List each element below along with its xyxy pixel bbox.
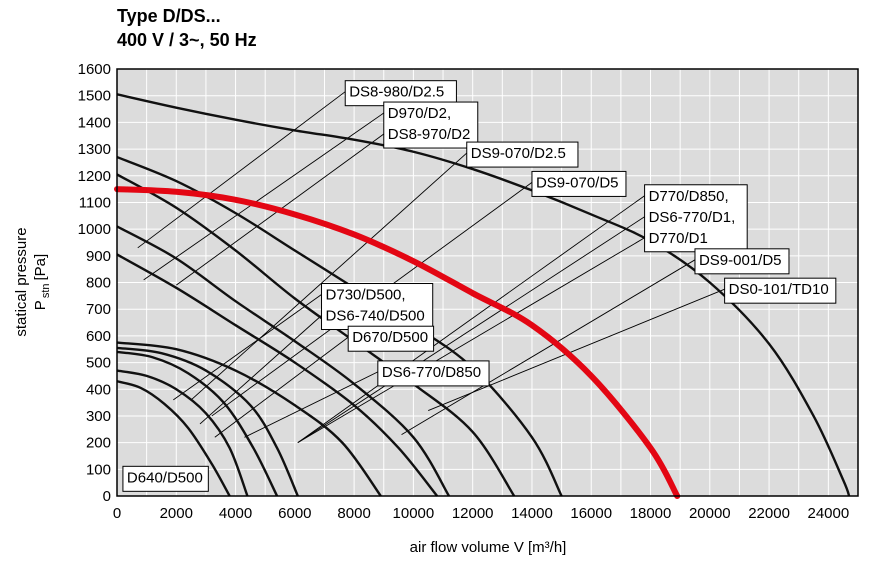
y-tick-label: 1500 [78, 88, 111, 105]
curve-label-box [122, 465, 209, 492]
curve-label-box [377, 360, 490, 387]
curve-label: D770/D1 [649, 230, 708, 247]
y-tick-label: 800 [86, 275, 111, 292]
curve-label: D670/D500 [352, 329, 428, 346]
label-leader-line [297, 195, 645, 443]
x-tick-label: 18000 [630, 505, 672, 522]
curve-label-box [347, 325, 435, 352]
curve-label-box [383, 101, 479, 149]
y-axis-ticks: 0 100 200 300 400 500 600 700 800 900 1000 1100 1200… [78, 61, 111, 505]
x-axis-label: air flow volume V [m³/h] [410, 539, 567, 556]
label-leader-line [137, 91, 346, 249]
curve-d770-d850 [116, 225, 450, 497]
curve-label: D640/D500 [127, 469, 203, 486]
y-axis-symbol-label: Pstn[Pa] [32, 254, 52, 310]
curve-highlight-d970-d2 [114, 186, 681, 499]
curve-label-box [321, 283, 434, 331]
x-tick-label: 20000 [689, 505, 731, 522]
y-axis-label: statical pressure [13, 227, 30, 336]
y-tick-label: 1100 [79, 194, 111, 211]
curve-label: D970/D2, [388, 105, 451, 122]
y-tick-label: 700 [86, 301, 111, 318]
label-leader-line [297, 237, 645, 444]
curve-label: DS8-970/D2 [388, 126, 471, 143]
curve-d670-d500 [116, 350, 279, 497]
plot-frame [116, 68, 859, 497]
curve-ds8-980-d2-5 [116, 93, 851, 497]
chart-title: Type D/DS... [117, 6, 221, 26]
label-leader-line [428, 288, 725, 412]
x-tick-label: 24000 [808, 505, 850, 522]
y-tick-label: 100 [86, 461, 111, 478]
x-tick-label: 6000 [278, 505, 311, 522]
label-leader-line [401, 259, 696, 436]
curve-label-box [644, 184, 748, 253]
x-tick-label: 22000 [748, 505, 790, 522]
y-tick-label: 1300 [78, 141, 111, 158]
curve-d770-d1 [116, 253, 439, 497]
label-leader-line [173, 294, 322, 401]
curve-label: DS8-980/D2.5 [349, 84, 444, 101]
x-tick-label: 14000 [511, 505, 553, 522]
label-leader-line [199, 315, 322, 425]
curve-label-box [531, 170, 627, 197]
y-tick-label: 600 [86, 328, 111, 345]
curve-label: D770/D850, [649, 188, 729, 205]
chart-title-block: Type D/DS... 400 V / 3~, 50 Hz [117, 4, 257, 52]
y-tick-label: 500 [86, 355, 111, 372]
label-leader-line [190, 152, 468, 401]
curve-label: DS6-770/D850 [382, 364, 481, 381]
curve-d730-d500 [116, 341, 382, 497]
x-tick-label: 8000 [337, 505, 370, 522]
y-tick-label: 400 [86, 381, 111, 398]
y-tick-label: 200 [86, 435, 111, 452]
curve-label: DS6-740/D500 [326, 308, 425, 325]
y-tick-label: 300 [86, 408, 111, 425]
curve-label: DS0-101/TD10 [729, 281, 829, 298]
x-axis-ticks: 0 2000 4000 6000 8000 10000 12000 14000 16000 180… [113, 505, 849, 522]
x-tick-label: 4000 [219, 505, 252, 522]
fan-curves [114, 93, 851, 499]
x-tick-label: 0 [113, 505, 121, 522]
curve-label-box [724, 277, 837, 304]
curve-labels: DS8-980/D2.5 D970/D2, DS8-970/D2DS9-070/D2… [122, 80, 837, 492]
curve-ds6-770-d850 [116, 369, 249, 497]
x-tick-label: 12000 [452, 505, 494, 522]
x-tick-label: 16000 [570, 505, 612, 522]
curve-ds6-740-d500 [116, 346, 299, 497]
chart-subtitle: 400 V / 3~, 50 Hz [117, 30, 257, 50]
curve-label: DS9-001/D5 [699, 252, 782, 269]
curve-label-box [466, 141, 579, 168]
curve-label: D730/D500, [326, 287, 406, 304]
label-leader-line [143, 112, 385, 281]
curve-label: DS9-070/D2.5 [471, 145, 566, 162]
y-tick-label: 1200 [78, 168, 111, 185]
y-tick-label: 1000 [78, 221, 111, 238]
curve-label: DS9-070/D5 [536, 174, 619, 191]
curve-label-box [344, 80, 457, 107]
y-tick-label: 1600 [78, 61, 111, 78]
y-tick-label: 1400 [78, 114, 111, 131]
y-tick-label: 900 [86, 248, 111, 265]
curve-d640-d500 [116, 380, 231, 497]
y-tick-label: 0 [103, 488, 111, 505]
x-tick-label: 2000 [160, 505, 193, 522]
x-tick-label: 10000 [393, 505, 435, 522]
curve-label: DS6-770/D1, [649, 209, 736, 226]
curve-label-box [694, 248, 790, 275]
